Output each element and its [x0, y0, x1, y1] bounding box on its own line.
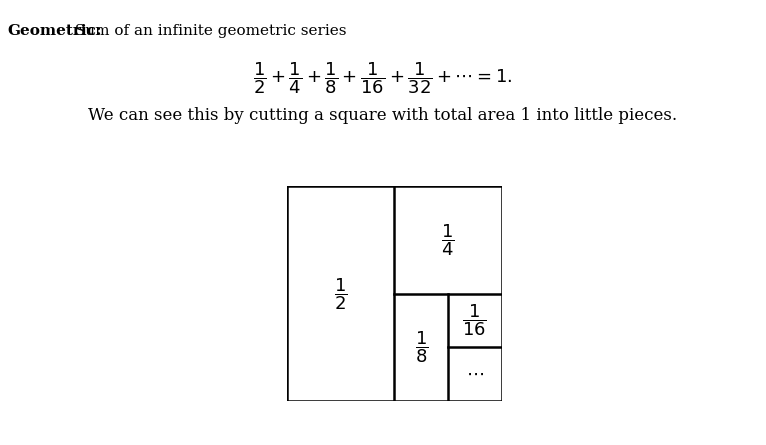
Text: Geometric:: Geometric: — [8, 24, 102, 38]
Text: Sum of an infinite geometric series: Sum of an infinite geometric series — [70, 24, 347, 38]
Text: $\dfrac{1}{4}$: $\dfrac{1}{4}$ — [441, 222, 455, 258]
Text: $\dfrac{1}{16}$: $\dfrac{1}{16}$ — [463, 303, 487, 338]
Text: $\dfrac{1}{8}$: $\dfrac{1}{8}$ — [414, 329, 428, 365]
Text: $\dfrac{1}{2} + \dfrac{1}{4} + \dfrac{1}{8} + \dfrac{1}{16} + \dfrac{1}{32} + \c: $\dfrac{1}{2} + \dfrac{1}{4} + \dfrac{1}… — [254, 60, 512, 96]
Text: $\cdots$: $\cdots$ — [466, 365, 484, 383]
Text: $\dfrac{1}{2}$: $\dfrac{1}{2}$ — [334, 276, 348, 311]
Text: We can see this by cutting a square with total area 1 into little pieces.: We can see this by cutting a square with… — [88, 107, 678, 124]
